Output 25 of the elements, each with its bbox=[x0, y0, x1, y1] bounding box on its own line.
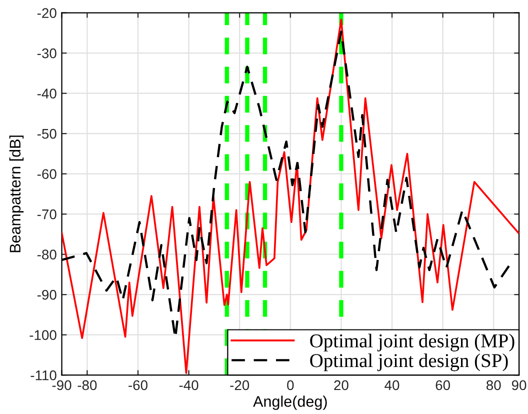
y-tick-label: -110 bbox=[30, 370, 56, 380]
x-tick-label: 40 bbox=[384, 380, 400, 390]
y-tick-label: -100 bbox=[30, 330, 56, 340]
x-tick-label: -20 bbox=[230, 380, 250, 390]
y-tick-label: -50 bbox=[37, 128, 56, 139]
y-tick-label: -80 bbox=[37, 250, 56, 260]
legend-label: Optimal joint design (SP) bbox=[310, 354, 508, 372]
y-tick-label: -30 bbox=[37, 48, 56, 58]
y-axis-title: Beampattern [dB] bbox=[9, 136, 24, 252]
x-tick-label: 20 bbox=[334, 380, 348, 390]
x-tick-label: 80 bbox=[486, 380, 501, 390]
x-tick-label: -80 bbox=[78, 380, 97, 390]
y-tick-label: -60 bbox=[37, 169, 56, 180]
x-tick-label: -60 bbox=[128, 380, 148, 390]
x-tick-label: 60 bbox=[436, 380, 450, 390]
y-tick-label: -20 bbox=[37, 8, 56, 18]
x-tick-label: 90 bbox=[512, 380, 526, 390]
x-tick-label: -90 bbox=[52, 380, 72, 390]
y-tick-label: -40 bbox=[37, 88, 56, 99]
y-tick-label: -90 bbox=[37, 290, 56, 300]
x-tick-label: 0 bbox=[287, 380, 294, 390]
x-axis-title: Angle(deg) bbox=[253, 396, 327, 410]
y-tick-label: -70 bbox=[37, 209, 56, 220]
x-tick-label: -40 bbox=[179, 380, 198, 390]
legend-label: Optimal joint design (MP) bbox=[310, 334, 514, 352]
